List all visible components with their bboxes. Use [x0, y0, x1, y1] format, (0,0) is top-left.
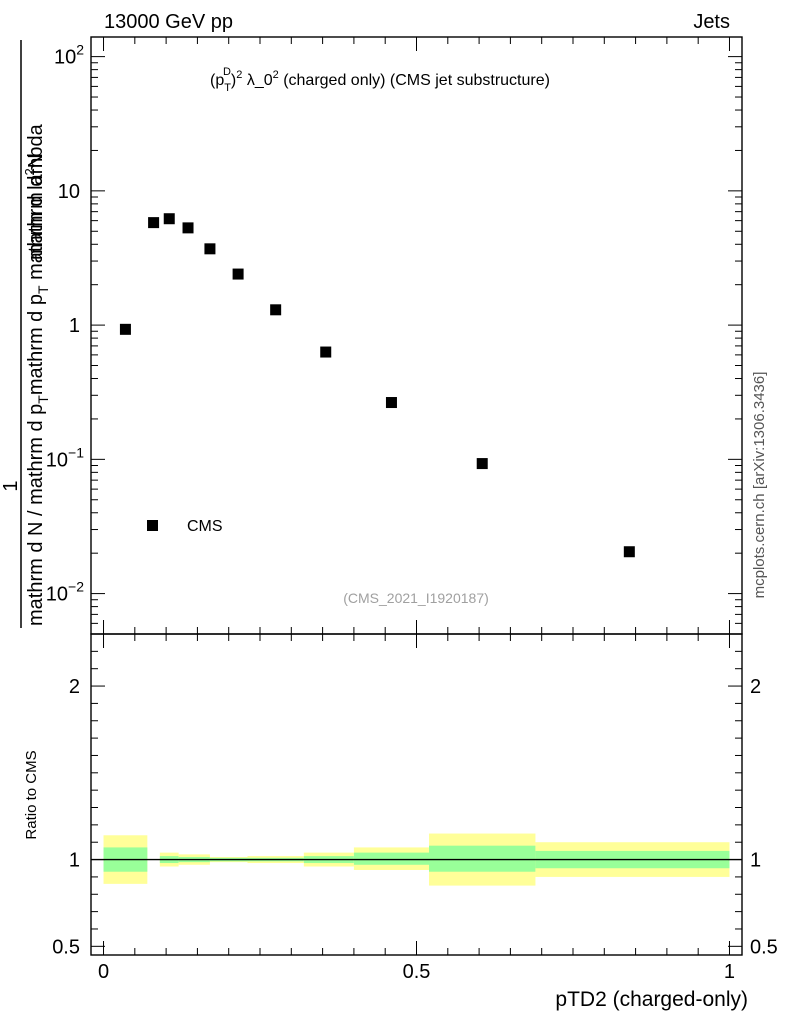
x-axis-label: pTD2 (charged-only): [555, 988, 748, 1011]
y-tick-label: 10: [58, 181, 80, 203]
data-point: [623, 546, 635, 558]
watermark-label: mcplots.cern.ch [arXiv:1306.3436]: [751, 372, 768, 599]
ratio-frame: [90, 633, 743, 956]
ratio-tick-marks: [91, 633, 742, 955]
ratio-y-tick-label-left: 0.5: [52, 936, 80, 958]
ratio-y-tick-labels: 0.5 0.5 1 1 2 2: [52, 676, 778, 958]
data-point: [119, 323, 131, 335]
title-sup: D: [223, 66, 231, 78]
ratio-y-tick-label-right: 0.5: [750, 936, 778, 958]
main-tick-marks: [91, 37, 742, 635]
y-label-inner: mathrm d2N: [22, 154, 47, 260]
ratio-y-tick-label-left: 2: [69, 676, 80, 698]
title-sub: T: [224, 82, 231, 94]
title-close: ): [231, 72, 236, 89]
data-point: [385, 397, 397, 409]
x-tick-label: 0.5: [403, 961, 431, 983]
data-point: [204, 243, 216, 255]
x-tick-label: 0: [98, 961, 109, 983]
data-point: [148, 217, 160, 229]
ratio-y-tick-label-left: 1: [69, 850, 80, 872]
x-tick-labels: 0 0.5 1: [98, 961, 735, 983]
category-label: Jets: [693, 11, 730, 33]
ratio-y-tick-label-right: 1: [750, 850, 761, 872]
data-point: [270, 304, 282, 316]
data-point: [320, 346, 332, 358]
ratio-y-tick-label-right: 2: [750, 676, 761, 698]
title-lam: λ_0: [242, 72, 272, 89]
legend-label-cms: CMS: [187, 518, 223, 535]
energy-label: 13000 GeV pp: [104, 11, 233, 33]
title-exp: 2: [236, 69, 242, 81]
y-tick-label: 10−2: [46, 579, 84, 606]
main-frame: [90, 36, 743, 635]
y-tick-label: 1: [69, 315, 80, 337]
legend-marker-cms: [147, 520, 158, 531]
ratio-inner-band: [429, 845, 536, 872]
ratio-panel: 0.5 0.51 12 2 0 0.5 1 Ratio to CMS pTD2 (char…: [23, 633, 778, 1011]
plot-title: (pTD)2 λ_02 (charged only) (CMS jet subs…: [210, 66, 550, 94]
data-point: [476, 458, 488, 470]
title-exp2: 2: [273, 69, 279, 81]
ratio-inner-band: [353, 852, 430, 865]
analysis-id: (CMS_2021_I1920187): [343, 590, 489, 606]
y-tick-label: 10−1: [46, 444, 84, 471]
title-rest: (charged only) (CMS jet substructure): [279, 72, 550, 89]
y-tick-label: 102: [54, 42, 84, 69]
y-label-denominator: mathrm d N / mathrm d pTmathrm d pT math…: [25, 123, 51, 626]
x-tick-label: 1: [724, 961, 735, 983]
y-label-numerator: 1: [0, 480, 22, 491]
ratio-y-axis-label: Ratio to CMS: [23, 750, 40, 839]
data-point: [163, 213, 175, 225]
main-y-axis-label: 1 mathrm d N / mathrm d pTmathrm d pT ma…: [0, 40, 51, 628]
data-point: [232, 268, 244, 280]
main-y-tick-labels: 10−2 10−1 1 10 102: [46, 42, 84, 606]
data-point: [182, 222, 194, 234]
title-p: (p: [210, 72, 224, 89]
data-points: [119, 213, 635, 558]
